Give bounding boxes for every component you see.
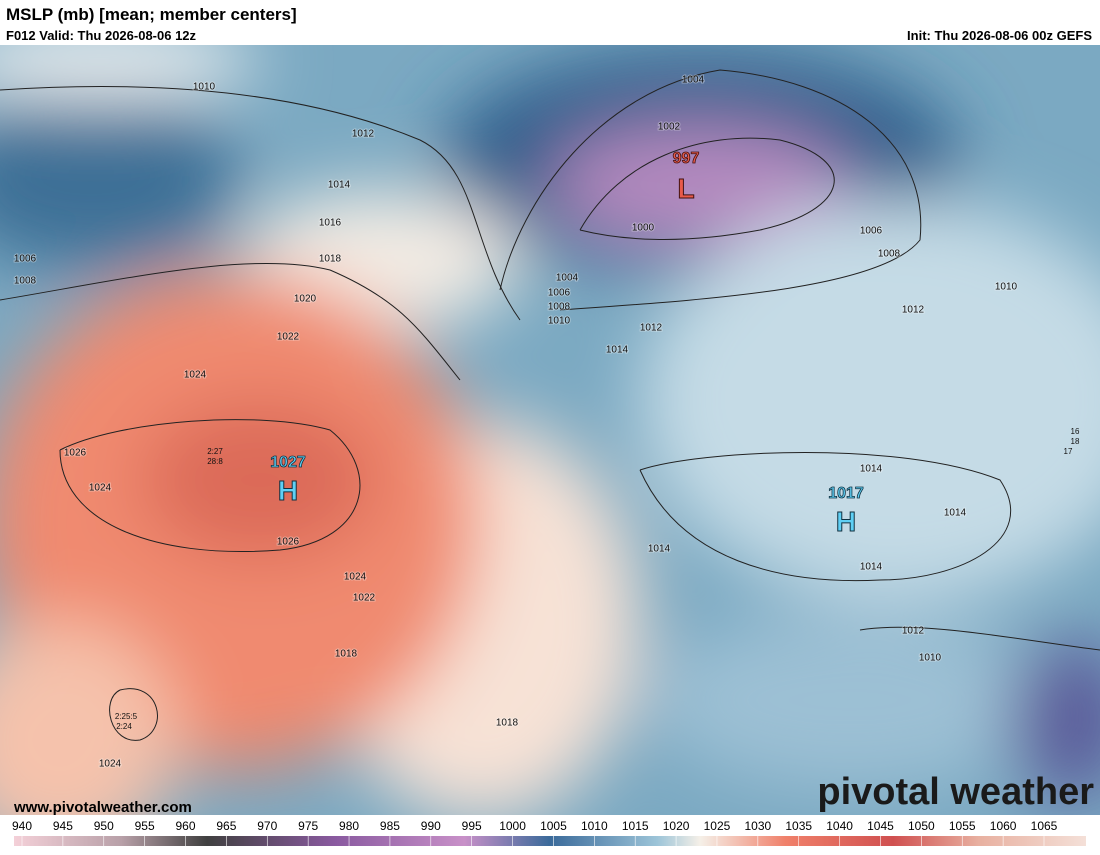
high-symbol: H — [278, 475, 298, 506]
contour-label: 1004 — [682, 75, 705, 86]
contour-label: 1014 — [648, 544, 671, 555]
contour-label: 1000 — [632, 223, 655, 234]
colorbar-tick-label: 985 — [380, 819, 400, 833]
contour-label: 1014 — [944, 508, 967, 519]
member-label: 16 — [1071, 427, 1080, 436]
contour-label: 1016 — [319, 218, 342, 229]
contour-label: 1022 — [277, 332, 300, 343]
colorbar-tick-label: 970 — [257, 819, 277, 833]
contour-label: 1018 — [496, 718, 519, 729]
contour-label: 1026 — [277, 537, 300, 548]
colorbar-tick-label: 990 — [421, 819, 441, 833]
low-symbol: L — [677, 173, 694, 204]
colorbar-tick-label: 960 — [176, 819, 196, 833]
contour-label: 1018 — [319, 254, 342, 265]
colorbar-tick-label: 945 — [53, 819, 73, 833]
contour-label: 1010 — [548, 316, 571, 327]
colorbar-tick-label: 1065 — [1031, 819, 1058, 833]
colorbar-tick-label: 1025 — [704, 819, 731, 833]
colorbar-tick-label: 995 — [462, 819, 482, 833]
high-symbol: H — [836, 506, 856, 537]
colorbar-tick-label: 955 — [135, 819, 155, 833]
logo: pivotal weather — [817, 771, 1094, 813]
contour-label: 1012 — [902, 305, 925, 316]
member-label: 2:24 — [116, 722, 132, 731]
valid-time: F012 Valid: Thu 2026-08-06 12z — [6, 28, 197, 43]
colorbar-tick-label: 1000 — [499, 819, 526, 833]
colorbar-tick-label: 1010 — [581, 819, 608, 833]
colorbar-tick-label: 1040 — [826, 819, 853, 833]
high-value: 1027 — [270, 454, 306, 471]
member-label: 17 — [1064, 447, 1073, 456]
contour-label: 1012 — [902, 626, 925, 637]
contour-label: 1002 — [658, 122, 681, 133]
high-value: 1017 — [828, 485, 864, 502]
colorbar-tick-label: 1005 — [540, 819, 567, 833]
contour-label: 1010 — [995, 282, 1018, 293]
contour-label: 1024 — [89, 483, 112, 494]
member-label: 18 — [1071, 437, 1080, 446]
contour-label: 1026 — [64, 448, 87, 459]
contour-labels: 1010 1012 1014 1016 1018 1020 1022 1024 1026 1024… — [13, 74, 1019, 771]
contour-label: 1018 — [335, 649, 358, 660]
contour-label: 1024 — [184, 370, 207, 381]
colorbar-tick-label: 940 — [12, 819, 32, 833]
contour-label: 1008 — [14, 276, 37, 287]
colorbar-tick-label: 1015 — [622, 819, 649, 833]
colorbar-tick-label: 965 — [216, 819, 236, 833]
contour-label: 1014 — [860, 464, 883, 475]
map — [0, 45, 1100, 815]
contour-label: 1006 — [548, 288, 571, 299]
contour-label: 1006 — [860, 226, 883, 237]
contour-label: 1024 — [99, 759, 122, 770]
colorbar-tick-label: 1060 — [990, 819, 1017, 833]
colorbar-tick-label: 1035 — [785, 819, 812, 833]
contour-label: 1004 — [556, 273, 579, 284]
contour-label: 1010 — [919, 653, 942, 664]
contour-label: 1014 — [860, 562, 883, 573]
colorbar-tick-label: 1020 — [663, 819, 690, 833]
member-label: 2:27 — [207, 447, 223, 456]
contour-label: 1006 — [14, 254, 37, 265]
colorbar-tick-label: 1050 — [908, 819, 935, 833]
colorbar-ticks: 940 945 950 955 960 965 970 975 980 985 990 995 1000… — [12, 819, 1058, 846]
title: MSLP (mb) [mean; member centers] — [6, 5, 297, 24]
colorbar-tick-label: 1045 — [867, 819, 894, 833]
init-time: Init: Thu 2026-08-06 00z GEFS — [907, 28, 1092, 43]
colorbar-tick-label: 1030 — [744, 819, 771, 833]
colorbar-tick-label: 975 — [298, 819, 318, 833]
contour-label: 1024 — [344, 572, 367, 583]
contour-label: 1008 — [548, 302, 571, 313]
contour-label: 1010 — [193, 82, 216, 93]
contour-label: 1012 — [352, 129, 375, 140]
contour-label: 1008 — [878, 249, 901, 260]
contour-label: 1012 — [640, 323, 663, 334]
contour-label: 1020 — [294, 294, 317, 305]
contour-label: 1014 — [328, 180, 351, 191]
colorbar — [14, 836, 1086, 846]
contour-label: 1022 — [353, 593, 376, 604]
member-label: 2:25:5 — [115, 712, 138, 721]
website: www.pivotalweather.com — [13, 799, 192, 816]
colorbar-tick-label: 1055 — [949, 819, 976, 833]
colorbar-tick-label: 980 — [339, 819, 359, 833]
contour-label: 1014 — [606, 345, 629, 356]
member-label: 28:8 — [207, 457, 223, 466]
colorbar-tick-label: 950 — [94, 819, 114, 833]
low-value: 997 — [673, 150, 700, 167]
